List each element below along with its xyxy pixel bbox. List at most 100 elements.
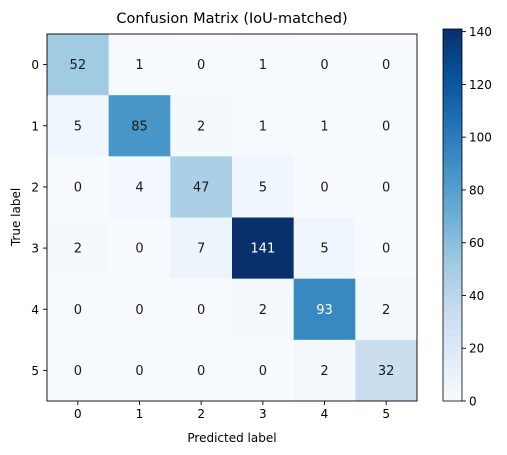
heatmap-cell xyxy=(232,278,295,341)
cell-value-label: 0 xyxy=(382,180,390,195)
cell-value-label: 0 xyxy=(382,242,390,257)
cell-value-label: 1 xyxy=(259,119,267,134)
cell-value-label: 0 xyxy=(320,180,328,195)
cell-value-label: 0 xyxy=(135,364,143,379)
cell-value-label: 2 xyxy=(259,303,267,318)
heatmap-cell xyxy=(232,217,295,280)
heatmap-cell xyxy=(355,156,418,218)
colorbar-tick-label: 80 xyxy=(469,183,484,197)
y-tick-label: 4 xyxy=(31,303,39,317)
cell-value-label: 0 xyxy=(135,303,143,318)
cell-value-label: 2 xyxy=(320,364,328,379)
x-tick-label: 1 xyxy=(136,407,144,421)
heatmap-cell xyxy=(232,95,295,157)
cell-value-label: 0 xyxy=(197,303,205,318)
colorbar-tick-label: 40 xyxy=(469,289,484,303)
heatmap-cell xyxy=(355,278,418,341)
cell-value-label: 2 xyxy=(74,242,82,257)
x-axis-label: Predicted label xyxy=(187,431,276,445)
cell-value-label: 5 xyxy=(320,242,328,257)
cell-value-label: 0 xyxy=(382,58,390,73)
heatmap-cell xyxy=(355,34,418,96)
heatmap-cell xyxy=(355,339,418,402)
heatmap-cell xyxy=(47,34,110,96)
x-tick-label: 4 xyxy=(321,407,329,421)
cell-value-label: 4 xyxy=(135,180,143,195)
cell-value-label: 1 xyxy=(259,58,267,73)
heatmap-cell xyxy=(47,217,110,280)
cell-value-label: 1 xyxy=(135,58,143,73)
heatmap-cell xyxy=(232,156,295,218)
chart-title: Confusion Matrix (IoU-matched) xyxy=(116,11,347,27)
x-tick-label: 3 xyxy=(259,407,267,421)
cell-value-label: 0 xyxy=(74,364,82,379)
colorbar xyxy=(442,28,463,402)
heatmap-cell xyxy=(108,95,171,157)
y-tick-label: 3 xyxy=(31,242,39,256)
cell-value-label: 0 xyxy=(135,242,143,257)
heatmap-cells xyxy=(47,34,418,402)
heatmap-cell xyxy=(293,278,356,341)
heatmap-cell xyxy=(293,339,356,402)
heatmap-cell xyxy=(170,278,233,341)
y-tick-label: 5 xyxy=(31,364,39,378)
x-tick-label: 0 xyxy=(74,407,82,421)
cell-value-label: 0 xyxy=(197,58,205,73)
colorbar-tick-label: 20 xyxy=(469,342,484,356)
heatmap-cell xyxy=(170,339,233,402)
heatmap-cell xyxy=(170,95,233,157)
colorbar-tick-label: 120 xyxy=(469,78,492,92)
cell-value-label: 85 xyxy=(131,119,148,134)
heatmap-cell xyxy=(108,339,171,402)
heatmap-cell xyxy=(293,156,356,218)
cell-value-label: 93 xyxy=(316,303,333,318)
y-axis-label: True label xyxy=(9,188,23,247)
heatmap-cell xyxy=(355,217,418,280)
cell-value-label: 1 xyxy=(320,119,328,134)
heatmap-cell xyxy=(108,217,171,280)
heatmap-cell xyxy=(232,34,295,96)
heatmap-cell xyxy=(293,95,356,157)
cell-value-label: 0 xyxy=(74,180,82,195)
cell-value-label: 141 xyxy=(250,242,275,257)
y-tick-label: 0 xyxy=(31,58,39,72)
cell-value-label: 2 xyxy=(382,303,390,318)
heatmap-cell xyxy=(47,278,110,341)
heatmap-cell xyxy=(108,278,171,341)
cell-value-label: 0 xyxy=(320,58,328,73)
x-tick-label: 2 xyxy=(197,407,205,421)
heatmap-cell xyxy=(355,95,418,157)
colorbar-tick-label: 140 xyxy=(469,25,492,39)
cell-value-label: 0 xyxy=(74,303,82,318)
heatmap-cell xyxy=(108,156,171,218)
cell-value-label: 5 xyxy=(259,180,267,195)
colorbar-tick-label: 0 xyxy=(469,395,477,409)
cell-value-label: 32 xyxy=(378,364,395,379)
heatmap-cell xyxy=(170,217,233,280)
cell-value-label: 0 xyxy=(197,364,205,379)
x-tick-label: 5 xyxy=(382,407,390,421)
heatmap-cell xyxy=(47,95,110,157)
plot-frame xyxy=(46,33,418,402)
heatmap-cell xyxy=(232,339,295,402)
cell-value-label: 5 xyxy=(74,119,82,134)
heatmap-cell xyxy=(108,34,171,96)
cell-value-label: 0 xyxy=(382,119,390,134)
y-tick-label: 1 xyxy=(31,119,39,133)
cell-value-label: 0 xyxy=(259,364,267,379)
colorbar-tick-label: 100 xyxy=(469,131,492,145)
heatmap-cell xyxy=(170,34,233,96)
y-tick-label: 2 xyxy=(31,180,39,194)
x-axis-ticks: 0 1 2 3 4 5 xyxy=(74,401,390,421)
colorbar-tick-label: 60 xyxy=(469,236,484,250)
y-axis-ticks: 0 1 2 3 4 5 xyxy=(31,58,47,378)
heatmap-cell xyxy=(47,156,110,218)
cell-value-label: 2 xyxy=(197,119,205,134)
cell-value-label: 52 xyxy=(70,58,87,73)
heatmap-cell xyxy=(170,156,233,218)
cell-value-label: 7 xyxy=(197,242,205,257)
heatmap-cell xyxy=(47,339,110,402)
colorbar-ticks: 0 20 40 60 80 100 120 140 xyxy=(462,25,492,409)
cell-value-label: 47 xyxy=(193,180,210,195)
